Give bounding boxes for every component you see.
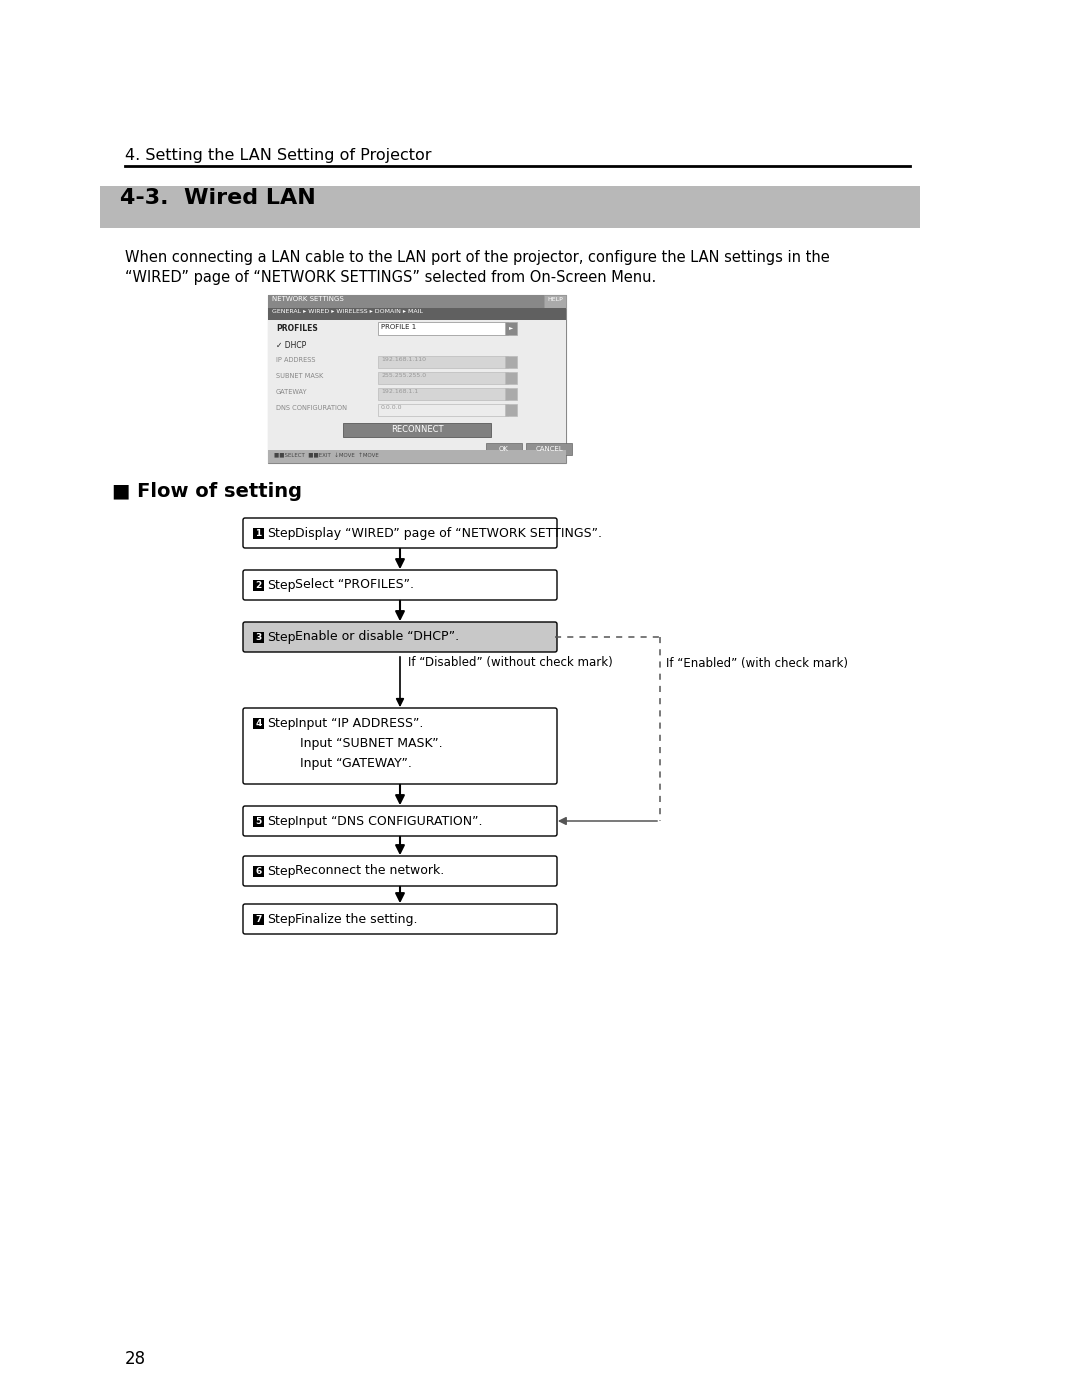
Text: 192.168.1.1: 192.168.1.1 xyxy=(381,388,418,394)
Text: Enable or disable “DHCP”.: Enable or disable “DHCP”. xyxy=(295,630,459,644)
Text: Step: Step xyxy=(267,630,296,644)
Text: Step: Step xyxy=(267,865,296,877)
Text: RECONNECT: RECONNECT xyxy=(391,426,443,434)
Text: 28: 28 xyxy=(125,1350,146,1368)
FancyBboxPatch shape xyxy=(253,631,264,643)
Text: Input “SUBNET MASK”.: Input “SUBNET MASK”. xyxy=(300,736,443,750)
FancyBboxPatch shape xyxy=(100,186,920,228)
FancyBboxPatch shape xyxy=(378,321,508,335)
Text: Reconnect the network.: Reconnect the network. xyxy=(295,865,444,877)
Text: Input “IP ADDRESS”.: Input “IP ADDRESS”. xyxy=(295,717,423,729)
FancyBboxPatch shape xyxy=(526,443,572,455)
Text: Step: Step xyxy=(267,578,296,591)
Text: NETWORK SETTINGS: NETWORK SETTINGS xyxy=(272,296,343,302)
FancyBboxPatch shape xyxy=(243,570,557,599)
Text: Display “WIRED” page of “NETWORK SETTINGS”.: Display “WIRED” page of “NETWORK SETTING… xyxy=(295,527,602,539)
FancyBboxPatch shape xyxy=(505,356,517,367)
FancyBboxPatch shape xyxy=(544,295,566,307)
FancyBboxPatch shape xyxy=(343,423,491,437)
FancyBboxPatch shape xyxy=(505,388,517,400)
Text: 4: 4 xyxy=(255,718,261,728)
Text: 7: 7 xyxy=(255,915,261,923)
Text: HELP: HELP xyxy=(548,298,563,302)
FancyBboxPatch shape xyxy=(253,914,264,925)
Text: DNS CONFIGURATION: DNS CONFIGURATION xyxy=(276,405,347,411)
Text: 4. Setting the LAN Setting of Projector: 4. Setting the LAN Setting of Projector xyxy=(125,148,432,163)
Text: SUBNET MASK: SUBNET MASK xyxy=(276,373,323,379)
Text: CANCEL: CANCEL xyxy=(535,446,563,453)
Text: 192.168.1.110: 192.168.1.110 xyxy=(381,358,426,362)
Text: 4-3.  Wired LAN: 4-3. Wired LAN xyxy=(120,189,315,208)
Text: Step: Step xyxy=(267,527,296,539)
Text: 5: 5 xyxy=(255,816,261,826)
FancyBboxPatch shape xyxy=(243,518,557,548)
Text: ✓ DHCP: ✓ DHCP xyxy=(276,341,307,351)
Text: 2: 2 xyxy=(255,581,261,590)
FancyBboxPatch shape xyxy=(268,295,566,462)
FancyBboxPatch shape xyxy=(378,356,508,367)
Text: 0.0.0.0: 0.0.0.0 xyxy=(381,405,403,409)
Text: If “Enabled” (with check mark): If “Enabled” (with check mark) xyxy=(666,657,848,671)
Text: When connecting a LAN cable to the LAN port of the projector, configure the LAN : When connecting a LAN cable to the LAN p… xyxy=(125,250,829,265)
Text: ■ Flow of setting: ■ Flow of setting xyxy=(112,482,302,502)
Text: PROFILE 1: PROFILE 1 xyxy=(381,324,416,330)
Text: Select “PROFILES”.: Select “PROFILES”. xyxy=(295,578,414,591)
FancyBboxPatch shape xyxy=(268,307,566,320)
Text: 3: 3 xyxy=(255,633,261,641)
FancyBboxPatch shape xyxy=(243,856,557,886)
FancyBboxPatch shape xyxy=(486,443,522,455)
Text: Finalize the setting.: Finalize the setting. xyxy=(295,912,418,925)
FancyBboxPatch shape xyxy=(253,580,264,591)
Text: Input “GATEWAY”.: Input “GATEWAY”. xyxy=(300,757,411,770)
Text: GENERAL ▸ WIRED ▸ WIRELESS ▸ DOMAIN ▸ MAIL: GENERAL ▸ WIRED ▸ WIRELESS ▸ DOMAIN ▸ MA… xyxy=(272,309,423,314)
FancyBboxPatch shape xyxy=(268,320,566,450)
FancyBboxPatch shape xyxy=(268,295,566,307)
FancyBboxPatch shape xyxy=(378,372,508,384)
FancyBboxPatch shape xyxy=(505,404,517,416)
FancyBboxPatch shape xyxy=(243,708,557,784)
FancyBboxPatch shape xyxy=(243,904,557,935)
FancyBboxPatch shape xyxy=(268,450,566,462)
Text: Step: Step xyxy=(267,717,296,729)
Text: “WIRED” page of “NETWORK SETTINGS” selected from On-Screen Menu.: “WIRED” page of “NETWORK SETTINGS” selec… xyxy=(125,270,657,285)
Text: Step: Step xyxy=(267,814,296,827)
Text: ■■SELECT  ■■EXIT  ↓MOVE  ↑MOVE: ■■SELECT ■■EXIT ↓MOVE ↑MOVE xyxy=(274,453,379,457)
Text: OK: OK xyxy=(499,446,509,453)
Text: Step: Step xyxy=(267,912,296,925)
FancyBboxPatch shape xyxy=(253,718,264,728)
FancyBboxPatch shape xyxy=(243,622,557,652)
Text: ►: ► xyxy=(509,326,513,331)
Text: If “Disabled” (without check mark): If “Disabled” (without check mark) xyxy=(408,657,612,669)
FancyBboxPatch shape xyxy=(378,404,508,416)
FancyBboxPatch shape xyxy=(505,321,517,335)
Text: Input “DNS CONFIGURATION”.: Input “DNS CONFIGURATION”. xyxy=(295,814,483,827)
FancyBboxPatch shape xyxy=(253,816,264,827)
Text: 1: 1 xyxy=(255,528,261,538)
Text: PROFILES: PROFILES xyxy=(276,324,318,332)
Text: 255.255.255.0: 255.255.255.0 xyxy=(381,373,427,379)
FancyBboxPatch shape xyxy=(505,372,517,384)
FancyBboxPatch shape xyxy=(243,806,557,835)
FancyBboxPatch shape xyxy=(253,528,264,538)
FancyBboxPatch shape xyxy=(378,388,508,400)
Text: 6: 6 xyxy=(255,866,261,876)
FancyBboxPatch shape xyxy=(253,866,264,876)
Text: GATEWAY: GATEWAY xyxy=(276,388,308,395)
Text: IP ADDRESS: IP ADDRESS xyxy=(276,358,315,363)
